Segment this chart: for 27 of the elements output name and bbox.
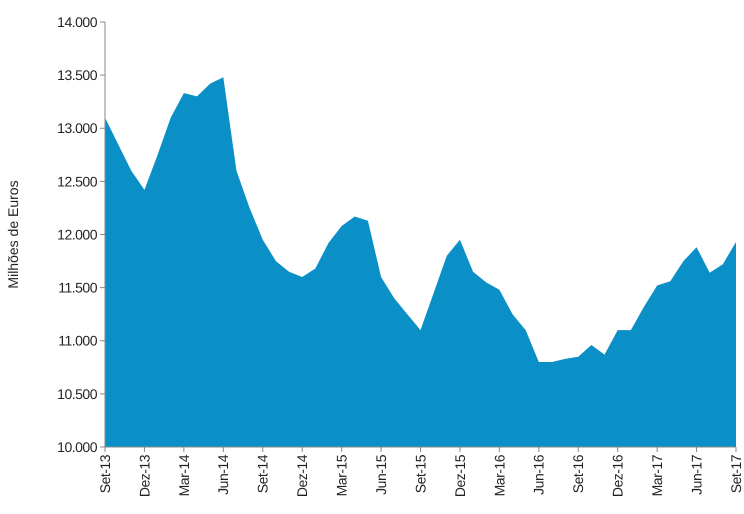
x-tick-label: Set-13: [96, 454, 113, 494]
x-tick-label: Jun-15: [372, 454, 389, 495]
x-tick-label: Mar-15: [334, 454, 350, 496]
x-tick-label: Jun-14: [215, 454, 232, 495]
x-tick-label: Set-15: [412, 454, 428, 494]
x-tick-label: Set-16: [570, 454, 586, 494]
x-tick-label: Mar-14: [176, 454, 192, 496]
x-tick-label: Jun-16: [530, 454, 547, 495]
x-tick-label: Mar-16: [491, 454, 508, 496]
y-tick-label: 13.000: [57, 120, 98, 136]
y-tick-label: 10.500: [57, 386, 98, 402]
x-tick-label: Set-14: [254, 454, 271, 494]
y-tick-label: 14.000: [57, 14, 98, 30]
x-tick-label: Set-17: [728, 454, 744, 494]
y-tick-label: 12.000: [57, 226, 98, 242]
x-tick-label: Dez-15: [452, 454, 468, 498]
y-tick-label: 13.500: [57, 67, 98, 84]
x-tick-label: Mar-17: [649, 454, 666, 496]
y-tick-label: 12.500: [57, 173, 98, 190]
x-tick-label: Dez-14: [294, 454, 310, 498]
y-tick-label: 11.500: [58, 280, 98, 296]
x-tick-label: Jun-17: [688, 454, 704, 495]
y-axis-title: Milhões de Euros: [5, 180, 21, 289]
y-tick-label: 10.000: [57, 438, 98, 455]
y-tick-label: 11.000: [58, 332, 98, 349]
x-tick-label: Dez-16: [610, 454, 626, 498]
x-tick-label: Dez-13: [136, 454, 152, 498]
